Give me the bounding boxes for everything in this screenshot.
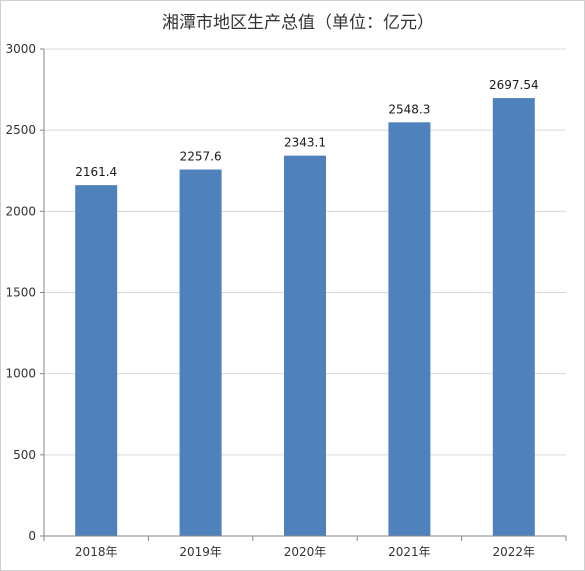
x-tick-label: 2022年 [493,545,536,559]
y-axis-ticks: 0 500 1000 1500 2000 2500 3000 [5,42,44,543]
y-tick-label: 1000 [5,367,36,381]
y-tick-label: 2000 [5,204,36,218]
x-axis-ticks: 2018年 2019年 2020年 2021年 2022年 [43,536,567,559]
y-tick-label: 2500 [5,123,36,137]
bar [284,155,326,536]
data-label: 2161.4 [75,165,117,179]
data-label: 2257.6 [180,150,222,164]
chart-title: 湘潭市地区生产总值（单位：亿元） [162,13,434,33]
y-tick-label: 1500 [5,286,36,300]
bar [75,185,118,536]
data-label: 2697.54 [489,78,539,92]
y-tick-label: 500 [13,448,36,462]
gridlines [44,48,566,456]
x-tick-label: 2019年 [179,545,222,559]
y-tick-label: 0 [28,529,36,543]
x-tick-label: 2021年 [388,545,431,559]
bars [75,98,535,537]
y-tick-label: 3000 [5,42,36,56]
bar [179,169,222,536]
x-tick-label: 2020年 [284,545,327,559]
data-label: 2548.3 [388,102,430,116]
bar [492,98,535,537]
bar [388,122,431,537]
data-labels: 2161.4 2257.6 2343.1 2548.3 2697.54 [75,78,538,179]
x-tick-label: 2018年 [75,545,118,559]
data-label: 2343.1 [284,136,326,150]
